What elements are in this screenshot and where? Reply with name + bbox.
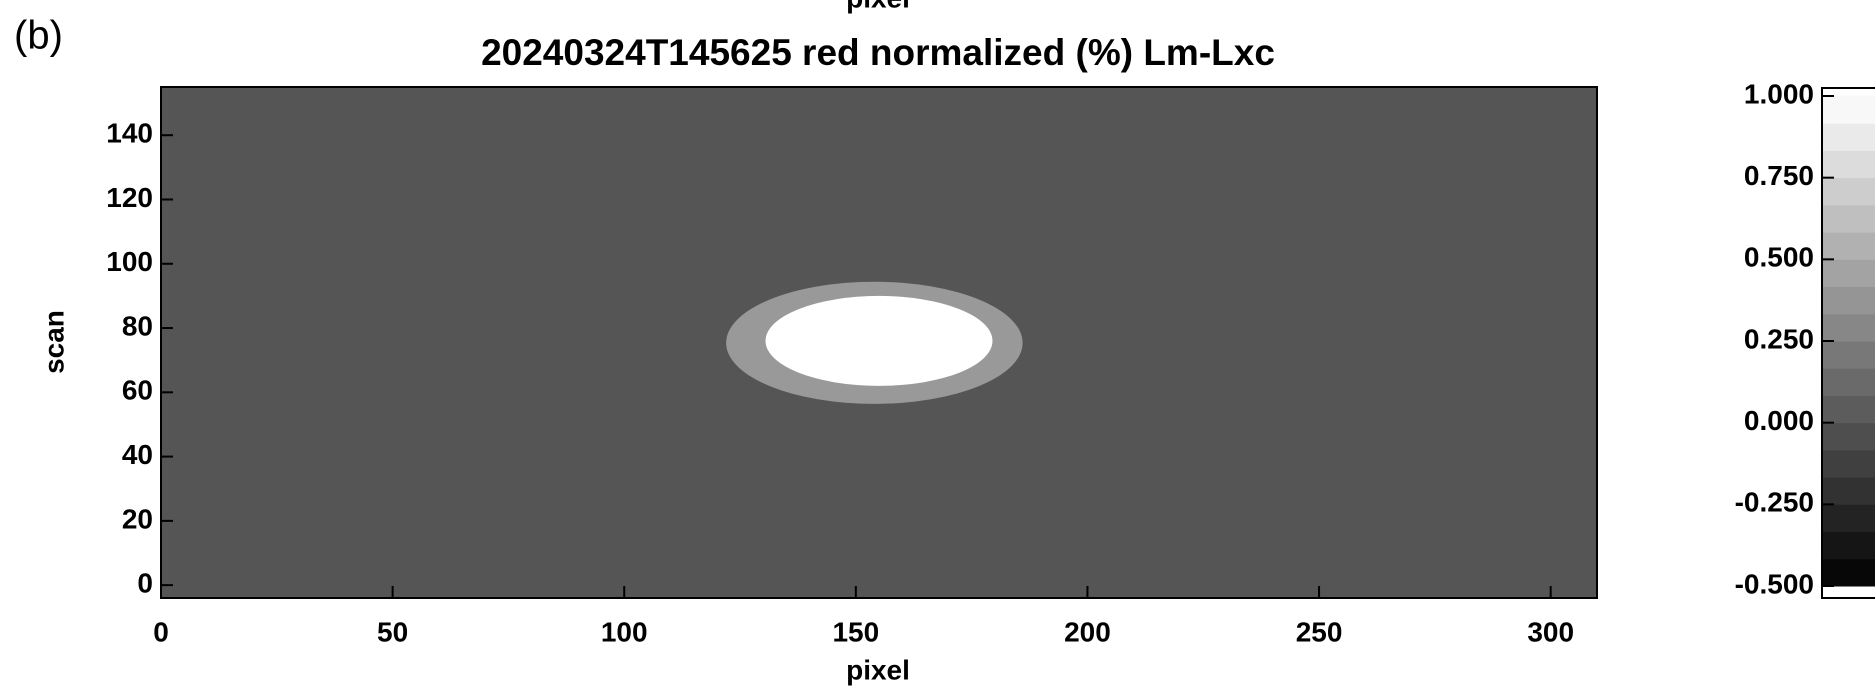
colorbar-step bbox=[1822, 340, 1875, 369]
x-tick-label: 50 bbox=[377, 616, 408, 647]
plot-frame bbox=[160, 86, 1598, 599]
colorbar-tick-label: 0.500 bbox=[1744, 242, 1814, 273]
colorbar-step bbox=[1822, 258, 1875, 288]
x-tick-label: 0 bbox=[153, 616, 169, 647]
colorbar-tick-label: -0.250 bbox=[1735, 487, 1814, 518]
colorbar-step bbox=[1822, 476, 1875, 505]
y-tick-label: 0 bbox=[137, 568, 153, 599]
chart-title: 20240324T145625 red normalized (%) Lm-Lx… bbox=[481, 32, 1275, 73]
colorbar-step bbox=[1822, 149, 1875, 179]
colorbar-tick-label: 1.000 bbox=[1744, 78, 1814, 109]
colorbar-step bbox=[1822, 286, 1875, 315]
colorbar-tick-label: 0.250 bbox=[1744, 323, 1814, 354]
y-tick-label: 100 bbox=[106, 246, 153, 277]
colorbar-step bbox=[1822, 313, 1875, 342]
colorbar-step bbox=[1822, 367, 1875, 396]
y-tick-label: 120 bbox=[106, 182, 153, 213]
y-axis-label: scan bbox=[38, 310, 69, 374]
y-tick-label: 40 bbox=[122, 439, 153, 470]
x-tick-label: 250 bbox=[1296, 616, 1343, 647]
colorbar-step bbox=[1822, 449, 1875, 478]
y-tick-label: 140 bbox=[106, 118, 153, 149]
colorbar-step bbox=[1822, 503, 1875, 533]
x-tick-label: 100 bbox=[601, 616, 648, 647]
x-tick-label: 300 bbox=[1527, 616, 1574, 647]
heatmap-region bbox=[765, 295, 993, 386]
colorbar-step bbox=[1822, 122, 1875, 151]
colorbar-step bbox=[1822, 95, 1875, 124]
x-tick-label: 200 bbox=[1064, 616, 1111, 647]
x-tick-label: 150 bbox=[832, 616, 879, 647]
colorbar-tick-label: -0.500 bbox=[1735, 568, 1814, 599]
y-tick-label: 20 bbox=[122, 503, 153, 534]
y-tick-label: 80 bbox=[122, 310, 153, 341]
panel-label: (b) bbox=[14, 14, 63, 58]
colorbar-frame bbox=[1821, 87, 1875, 599]
colorbar-tick-label: 0.000 bbox=[1744, 405, 1814, 436]
y-tick-label: 60 bbox=[122, 375, 153, 406]
colorbar-step bbox=[1822, 558, 1875, 587]
colorbar-step bbox=[1822, 422, 1875, 451]
colorbar-step bbox=[1822, 531, 1875, 560]
colorbar-step bbox=[1822, 204, 1875, 233]
colorbar-tick-label: 0.750 bbox=[1744, 160, 1814, 191]
cut-axis-label: pixel bbox=[846, 0, 910, 13]
colorbar-step bbox=[1822, 231, 1875, 260]
x-axis-label: pixel bbox=[846, 654, 910, 685]
colorbar-step bbox=[1822, 394, 1875, 424]
colorbar-step bbox=[1822, 177, 1875, 206]
